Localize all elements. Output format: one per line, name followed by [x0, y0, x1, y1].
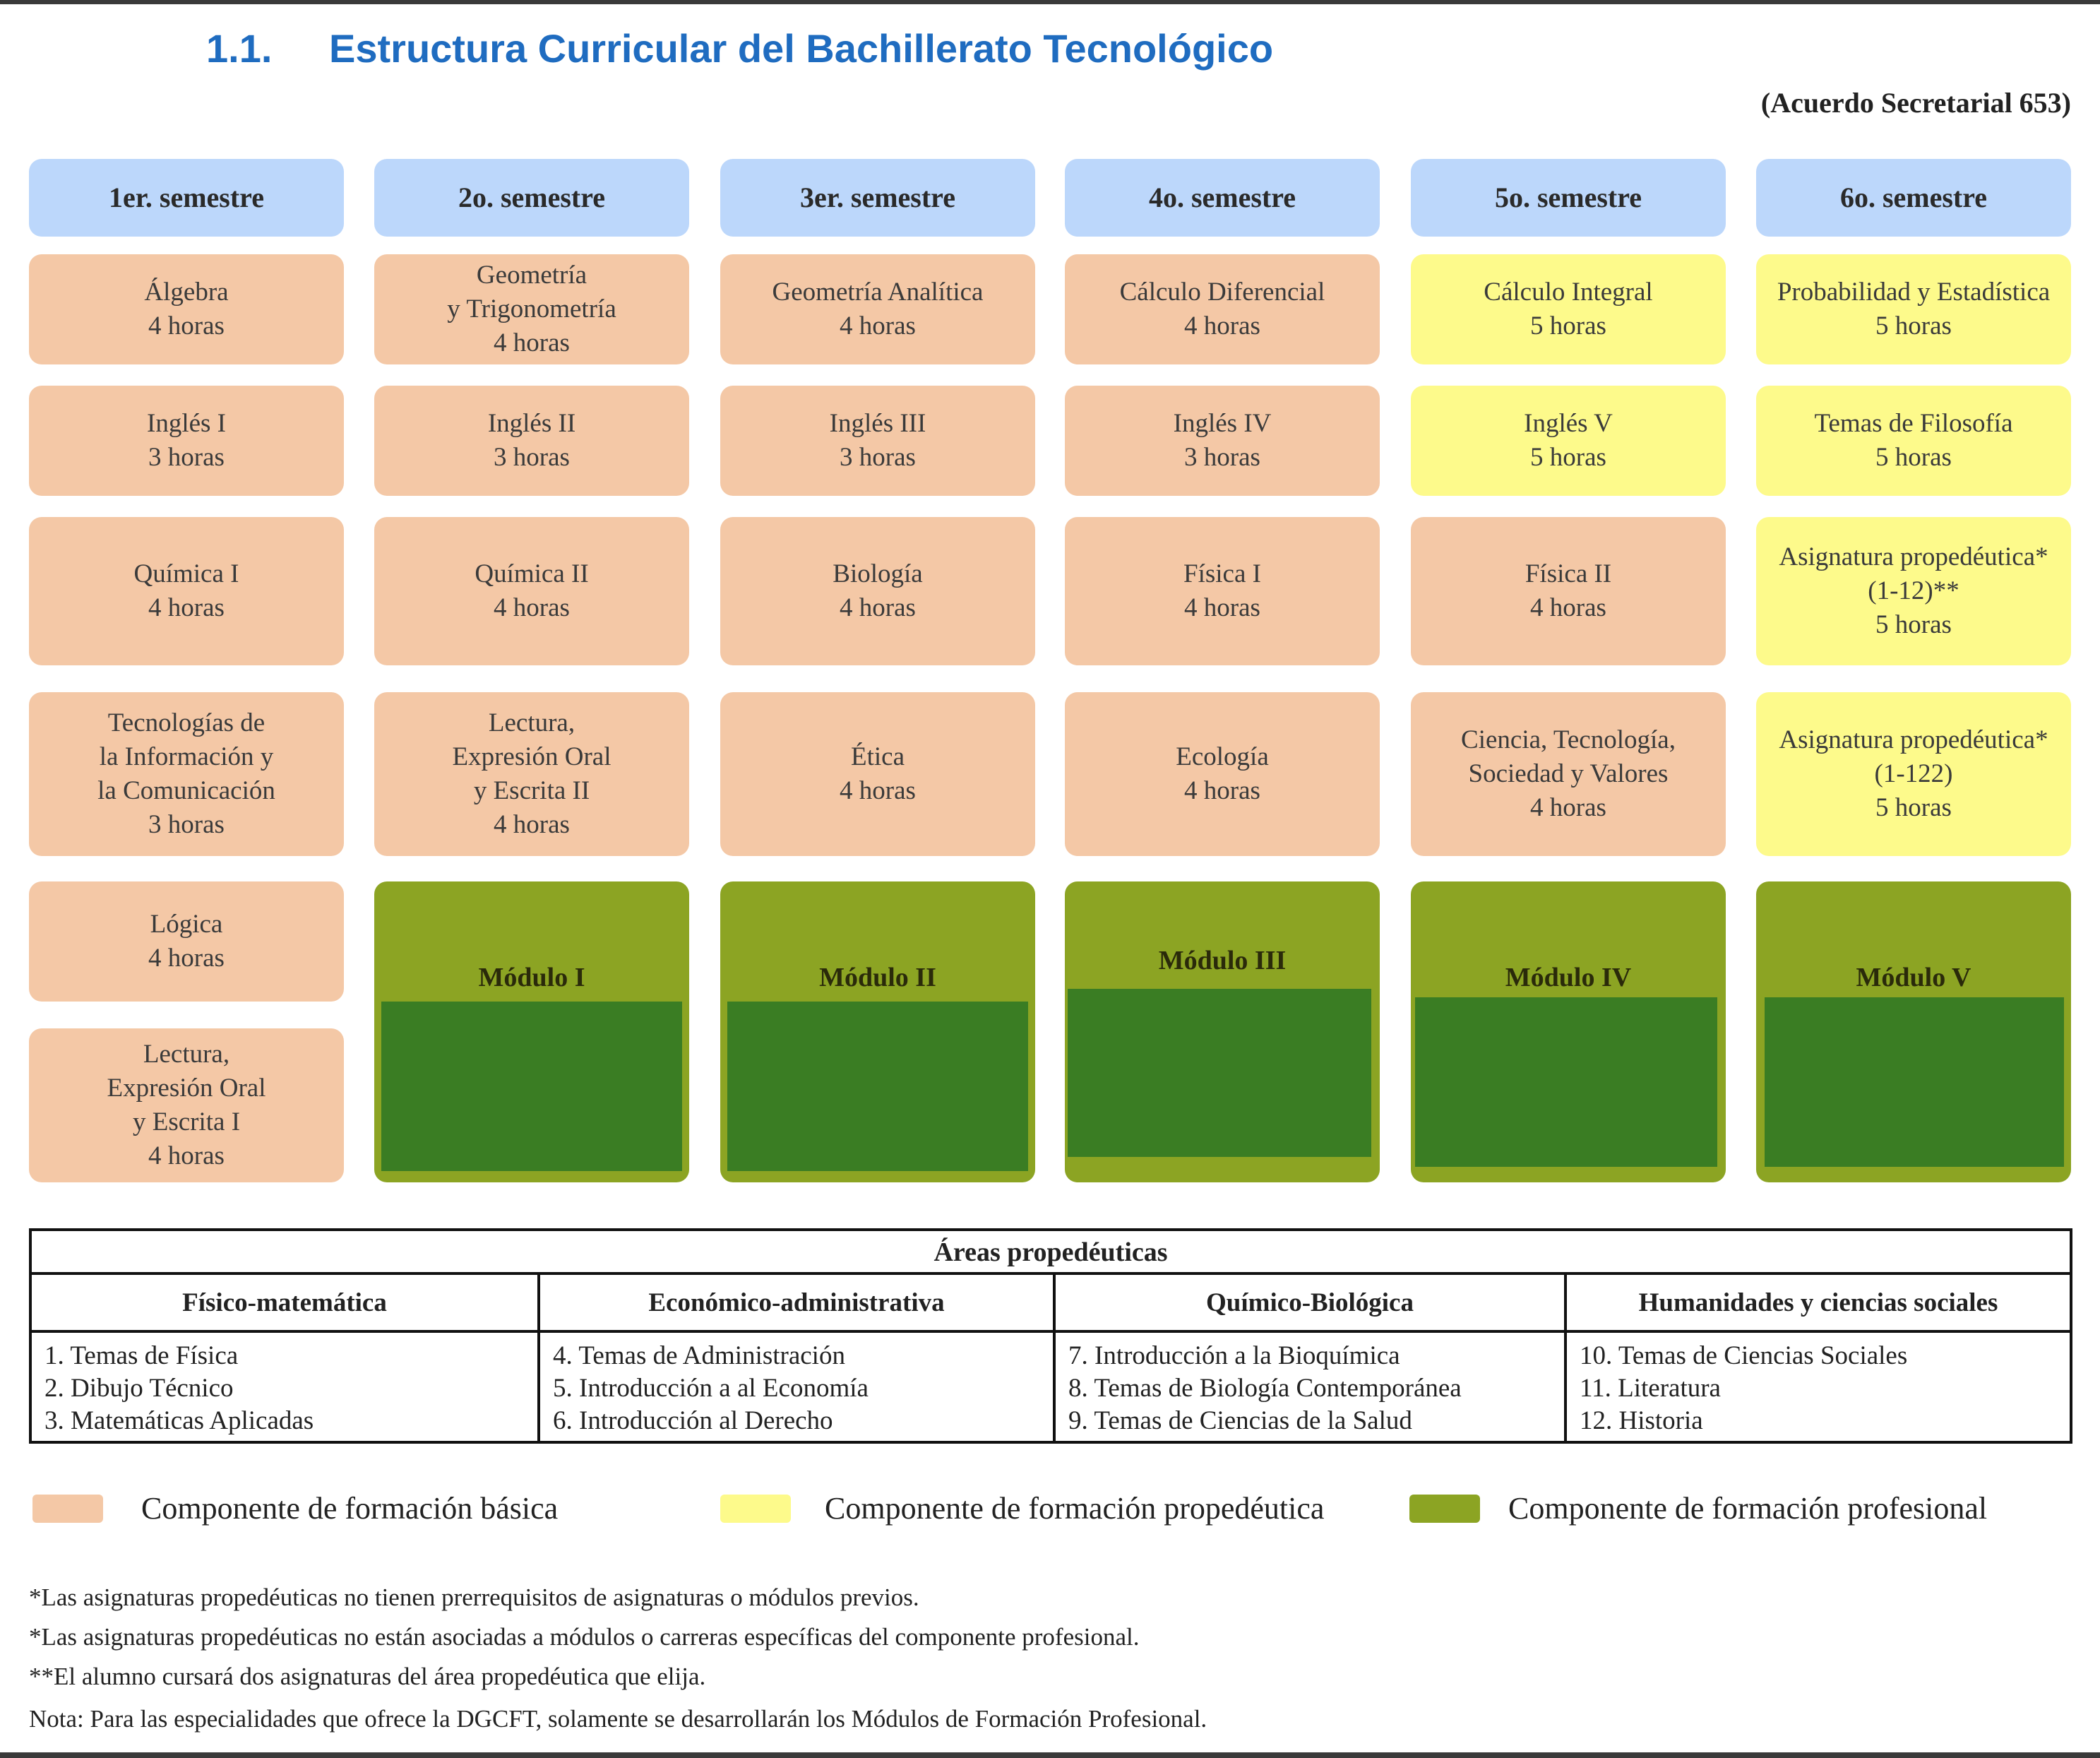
agreement-reference: (Acuerdo Secretarial 653) [1760, 87, 2071, 119]
module-fill [1415, 997, 1717, 1167]
area-header: Físico-matemática [32, 1275, 537, 1333]
area-item: 11. Literatura [1580, 1374, 1721, 1403]
area-column: Químico-Biológica 7. Introducción a la B… [1053, 1275, 1564, 1441]
subject-cell: Lógica 4 horas [29, 881, 344, 1002]
subject-cell: Asignatura propedéutica* (1-122) 5 horas [1756, 692, 2071, 856]
module-fill [381, 1002, 682, 1171]
area-item: 6. Introducción al Derecho [553, 1406, 833, 1435]
subject-cell: Cálculo Diferencial 4 horas [1065, 254, 1380, 364]
subject-cell: Geometría Analítica 4 horas [720, 254, 1035, 364]
semester-header-4: 4o. semestre [1065, 159, 1380, 237]
subject-cell: Física II 4 horas [1411, 517, 1726, 665]
subject-cell: Biología 4 horas [720, 517, 1035, 665]
semester-header-6: 6o. semestre [1756, 159, 2071, 237]
module-label: Módulo V [1856, 963, 1971, 992]
subject-cell: Cálculo Integral 5 horas [1411, 254, 1726, 364]
area-item: 1. Temas de Física [44, 1341, 239, 1370]
subject-cell: Ética 4 horas [720, 692, 1035, 856]
subject-cell: Inglés I 3 horas [29, 386, 344, 496]
area-item: 3. Matemáticas Aplicadas [44, 1406, 314, 1435]
area-column: Físico-matemática 1. Temas de Física 2. … [32, 1275, 537, 1441]
module-fill [1068, 989, 1371, 1157]
area-items: 10. Temas de Ciencias Sociales 11. Liter… [1580, 1340, 1907, 1437]
areas-table-title: Áreas propedéuticas [32, 1231, 2070, 1275]
module-block-5: Módulo V [1756, 881, 2071, 1182]
area-header: Humanidades y ciencias sociales [1567, 1275, 2070, 1333]
area-column: Económico-administrativa 4. Temas de Adm… [537, 1275, 1053, 1441]
footnote: **El alumno cursará dos asignaturas del … [29, 1663, 706, 1690]
semester-header-3: 3er. semestre [720, 159, 1035, 237]
area-column: Humanidades y ciencias sociales 10. Tema… [1564, 1275, 2070, 1441]
subject-cell: Ciencia, Tecnología, Sociedad y Valores … [1411, 692, 1726, 856]
area-items: 1. Temas de Física 2. Dibujo Técnico 3. … [44, 1340, 314, 1437]
area-header: Económico-administrativa [540, 1275, 1053, 1333]
module-block-2: Módulo II [720, 881, 1035, 1182]
subject-cell: Inglés IV 3 horas [1065, 386, 1380, 496]
module-fill [727, 1002, 1028, 1171]
subject-cell: Química II 4 horas [374, 517, 689, 665]
area-item: 2. Dibujo Técnico [44, 1374, 234, 1403]
area-item: 5. Introducción a al Economía [553, 1374, 869, 1403]
legend-label-basic: Componente de formación básica [141, 1491, 559, 1526]
subject-cell: Geometría y Trigonometría 4 horas [374, 254, 689, 364]
subject-cell: Álgebra 4 horas [29, 254, 344, 364]
footnote: Nota: Para las especialidades que ofrece… [29, 1705, 1207, 1733]
area-header: Químico-Biológica [1056, 1275, 1564, 1333]
areas-table: Áreas propedéuticas Físico-matemática 1.… [29, 1228, 2072, 1444]
area-items: 7. Introducción a la Bioquímica 8. Temas… [1068, 1340, 1462, 1437]
subject-cell: Inglés II 3 horas [374, 386, 689, 496]
subject-cell: Química I 4 horas [29, 517, 344, 665]
module-block-3: Módulo III [1065, 881, 1380, 1182]
top-rule [0, 0, 2100, 4]
legend-swatch-basic [32, 1495, 103, 1523]
subject-cell: Física I 4 horas [1065, 517, 1380, 665]
subject-cell: Tecnologías de la Información y la Comun… [29, 692, 344, 856]
semester-header-2: 2o. semestre [374, 159, 689, 237]
module-label: Módulo III [1158, 946, 1287, 975]
subject-cell: Inglés V 5 horas [1411, 386, 1726, 496]
subject-cell: Ecología 4 horas [1065, 692, 1380, 856]
area-items: 4. Temas de Administración 5. Introducci… [553, 1340, 869, 1437]
module-label: Módulo IV [1505, 963, 1632, 992]
bottom-rule [0, 1752, 2100, 1758]
footnote: *Las asignaturas propedéuticas no están … [29, 1623, 1140, 1651]
footnote: *Las asignaturas propedéuticas no tienen… [29, 1584, 919, 1611]
legend-label-professional: Componente de formación profesional [1508, 1491, 1988, 1526]
legend-label-propedeutic: Componente de formación propedéutica [825, 1491, 1325, 1526]
module-block-1: Módulo I [374, 881, 689, 1182]
module-label: Módulo II [819, 963, 936, 992]
subject-cell: Temas de Filosofía 5 horas [1756, 386, 2071, 496]
subject-cell: Inglés III 3 horas [720, 386, 1035, 496]
area-item: 4. Temas de Administración [553, 1341, 845, 1370]
module-fill [1765, 997, 2064, 1167]
legend-swatch-propedeutic [720, 1495, 791, 1523]
semester-header-1: 1er. semestre [29, 159, 344, 237]
legend-swatch-professional [1409, 1495, 1480, 1523]
subject-cell: Lectura, Expresión Oral y Escrita I 4 ho… [29, 1028, 344, 1182]
section-number: 1.1. [206, 26, 273, 71]
area-item: 9. Temas de Ciencias de la Salud [1068, 1406, 1412, 1435]
area-item: 10. Temas de Ciencias Sociales [1580, 1341, 1908, 1370]
module-label: Módulo I [478, 963, 585, 992]
area-item: 12. Historia [1580, 1406, 1703, 1435]
area-item: 8. Temas de Biología Contemporánea [1068, 1374, 1462, 1403]
subject-cell: Probabilidad y Estadística 5 horas [1756, 254, 2071, 364]
page-title: Estructura Curricular del Bachillerato T… [329, 26, 1274, 71]
semester-header-5: 5o. semestre [1411, 159, 1726, 237]
module-block-4: Módulo IV [1411, 881, 1726, 1182]
subject-cell: Lectura, Expresión Oral y Escrita II 4 h… [374, 692, 689, 856]
subject-cell: Asignatura propedéutica* (1-12)** 5 hora… [1756, 517, 2071, 665]
area-item: 7. Introducción a la Bioquímica [1068, 1341, 1400, 1370]
